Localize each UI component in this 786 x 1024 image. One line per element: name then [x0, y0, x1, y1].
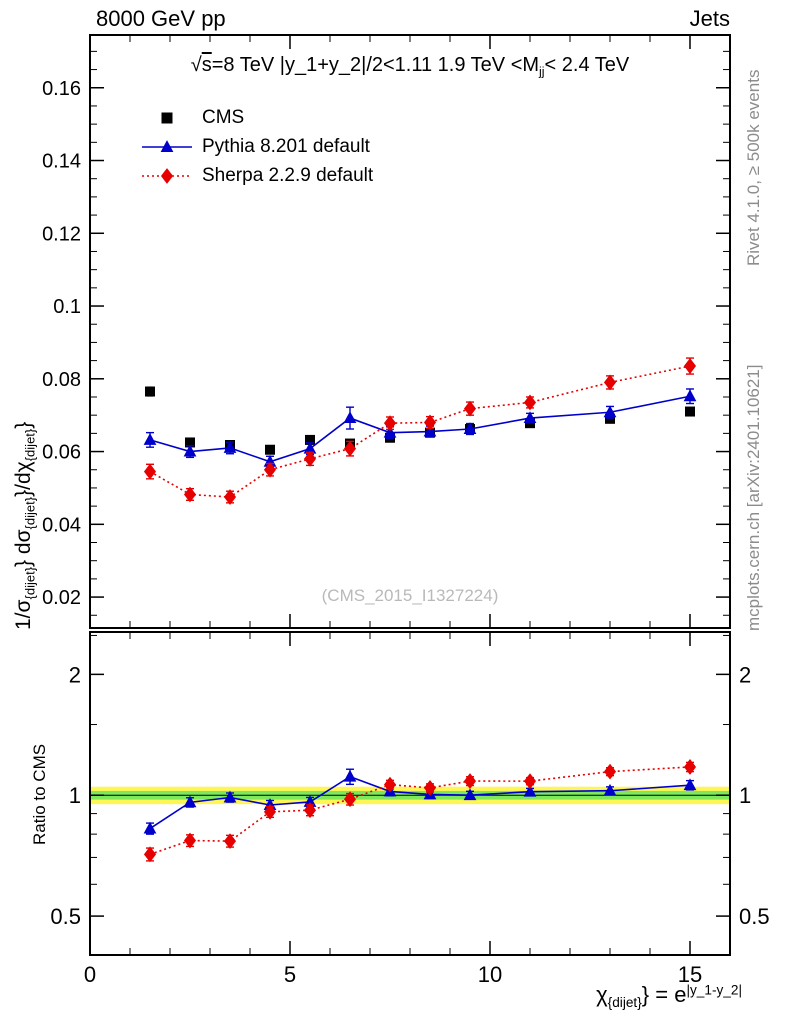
main-y-axis-label: 1/σ{dijet}} dσ{dijet}}/dχ{dijet}} [12, 421, 38, 630]
legend-label: CMS [202, 106, 245, 128]
svg-text:0.12: 0.12 [42, 223, 81, 245]
plot-title: √s=8 TeV |y_1+y_2|/2<1.11 1.9 TeV <Mjj< … [190, 54, 630, 79]
main-series-triangle [143, 388, 697, 468]
beam-energy-label: 8000 GeV pp [96, 6, 226, 31]
ratio-y-axis-label: Ratio to CMS [30, 743, 49, 845]
axis-tick-labels: 0 5 10 15 0.02 0.04 0.06 0.08 0.1 0.12 0.14 0.16 0.5… [42, 78, 770, 987]
svg-text:5: 5 [284, 962, 296, 987]
ratio-series-diamond [143, 759, 697, 863]
svg-text:0.1: 0.1 [53, 296, 81, 318]
legend-marker-triangle-icon [142, 139, 192, 152]
svg-text:1: 1 [69, 783, 81, 808]
svg-text:0.04: 0.04 [42, 514, 81, 536]
svg-text:0.16: 0.16 [42, 78, 81, 100]
analysis-group-label: Jets [689, 6, 730, 31]
svg-text:0.5: 0.5 [50, 904, 81, 929]
svg-text:1: 1 [739, 783, 751, 808]
svg-text:0.5: 0.5 [739, 904, 770, 929]
rivet-version-caption: Rivet 4.1.0, ≥ 500k events [744, 69, 763, 266]
svg-text:0.14: 0.14 [42, 151, 81, 173]
svg-text:0: 0 [84, 962, 96, 987]
legend-label: Pythia 8.201 default [202, 135, 370, 157]
svg-text:10: 10 [478, 962, 502, 987]
svg-text:0.06: 0.06 [42, 442, 81, 464]
main-series-diamond [143, 357, 697, 505]
mcplots-arxiv-caption: mcplots.cern.ch [arXiv:2401.10621] [744, 364, 763, 631]
legend-item: Sherpa 2.2.9 default [140, 161, 373, 190]
legend-item: Pythia 8.201 default [140, 132, 373, 161]
legend-marker-square-icon [161, 112, 173, 123]
svg-text:15: 15 [678, 962, 702, 987]
analysis-id-watermark: (CMS_2015_I1327224) [321, 586, 499, 605]
legend-item: CMS [140, 103, 373, 132]
x-axis-label: χ{dijet}} = e|y_1-y_2| [596, 982, 742, 1010]
svg-text:0.08: 0.08 [42, 369, 81, 391]
svg-text:2: 2 [739, 662, 751, 687]
legend: CMS Pythia 8.201 default Sherpa 2.2.9 defa… [140, 103, 373, 190]
svg-text:0.02: 0.02 [42, 587, 81, 609]
legend-label: Sherpa 2.2.9 default [202, 164, 374, 186]
axis-ticks [89, 35, 731, 956]
svg-text:2: 2 [69, 662, 81, 687]
main-series-square [145, 386, 695, 455]
legend-marker-diamond-icon [142, 167, 192, 184]
